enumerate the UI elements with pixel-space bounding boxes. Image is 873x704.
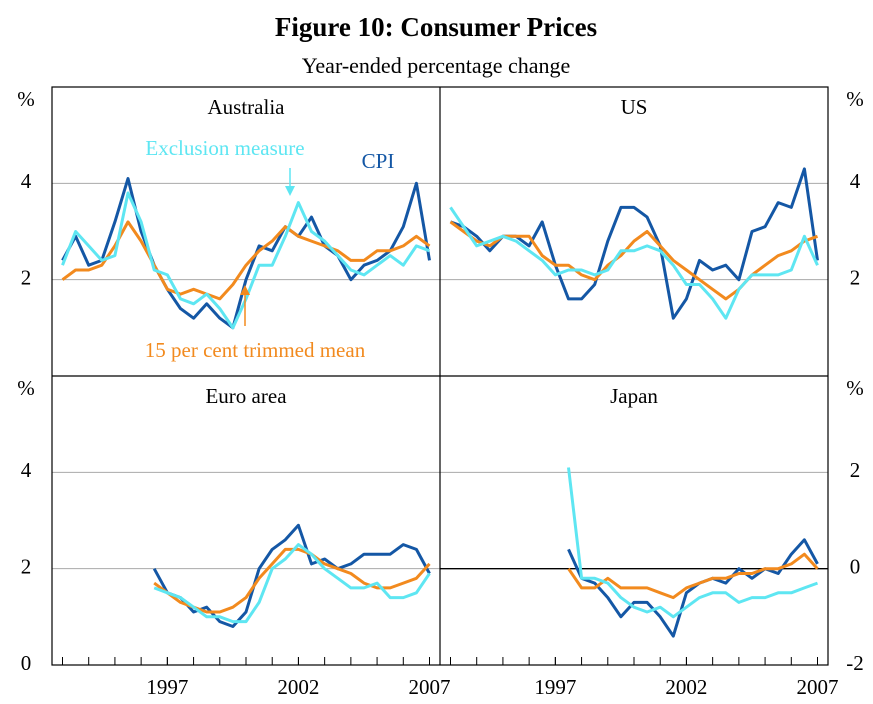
series-line: [61, 177, 431, 330]
series-line: [567, 467, 819, 619]
x-tick-label: 2007: [797, 675, 839, 699]
series-line: [449, 206, 819, 320]
y-tick-label: 2: [21, 554, 32, 578]
y-axis-label: %: [846, 87, 864, 111]
y-tick-label: 2: [850, 458, 861, 482]
series-line: [449, 167, 819, 320]
series-line: [61, 220, 431, 301]
series-line: [567, 538, 819, 638]
chart-title: Figure 10: Consumer Prices: [275, 12, 597, 42]
x-tick-label: 2002: [277, 675, 319, 699]
series-line: [153, 543, 431, 624]
series-line: [153, 547, 431, 614]
panel-title: US: [621, 95, 648, 119]
series-line: [567, 552, 819, 600]
y-tick-label: 4: [21, 458, 32, 482]
annotation: 15 per cent trimmed mean: [145, 338, 366, 362]
panel-title: Australia: [208, 95, 286, 119]
series-line: [61, 191, 431, 330]
arrow-head: [285, 186, 295, 196]
arrow-head: [240, 285, 250, 295]
series-line: [152, 523, 431, 628]
y-axis-label: %: [846, 376, 864, 400]
annotation: Exclusion measure: [145, 136, 304, 160]
annotation: CPI: [362, 149, 395, 173]
y-tick-label: -2: [846, 651, 864, 675]
annotations: Exclusion measure CPI 15 per cent trimme…: [145, 136, 395, 362]
panel-title: Japan: [610, 384, 658, 408]
x-tick-label: 2007: [409, 675, 451, 699]
y-tick-label: 0: [21, 651, 32, 675]
y-axis-label: %: [17, 87, 35, 111]
x-tick-label: 1997: [534, 675, 576, 699]
y-tick-label: 2: [21, 265, 32, 289]
chart-subtitle: Year-ended percentage change: [302, 53, 571, 78]
y-tick-label: 0: [850, 554, 861, 578]
series-line: [449, 220, 819, 301]
y-tick-label: 4: [850, 169, 861, 193]
x-tick-label: 1997: [146, 675, 188, 699]
frame: [51, 86, 829, 666]
y-tick-label: 4: [21, 169, 32, 193]
y-tick-label: 2: [850, 265, 861, 289]
y-axis-label: %: [17, 376, 35, 400]
panel-title: Euro area: [205, 384, 287, 408]
x-tick-label: 2002: [665, 675, 707, 699]
